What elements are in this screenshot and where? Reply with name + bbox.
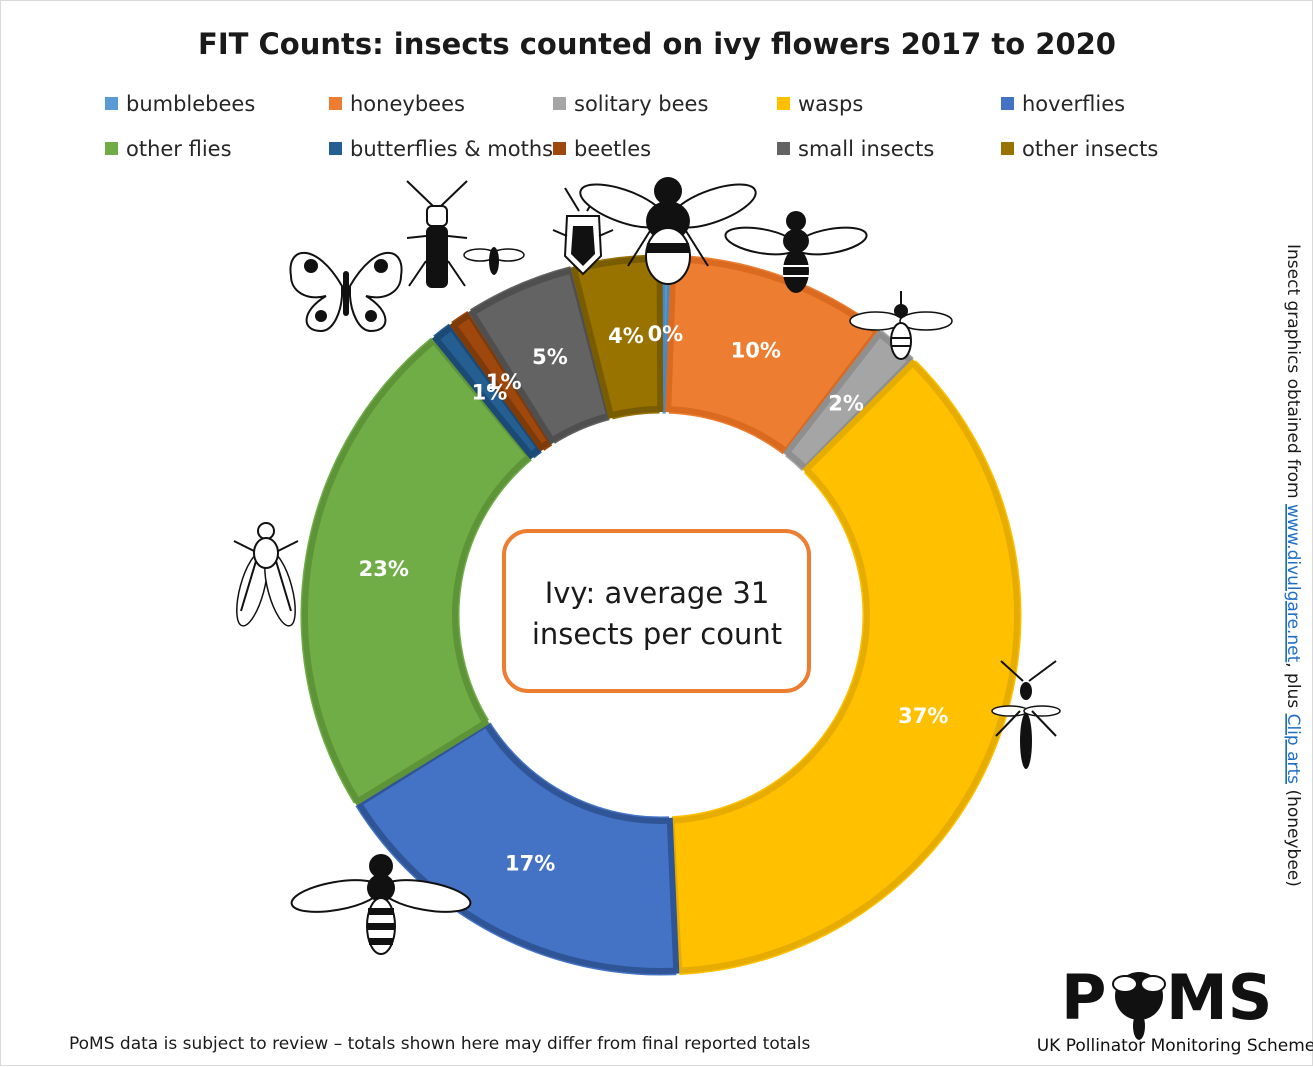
bug-icon xyxy=(552,187,614,276)
data-label: 5% xyxy=(532,345,568,369)
data-label: 17% xyxy=(505,852,555,876)
butterfly-icon xyxy=(289,251,403,333)
donut-slice-edge xyxy=(302,336,534,806)
solitary-bee-icon xyxy=(849,291,953,360)
legend-swatch xyxy=(777,97,790,110)
graphics-credit-middle: , plus xyxy=(1283,662,1303,713)
legend-swatch xyxy=(105,97,118,110)
legend-label: beetles xyxy=(574,137,651,161)
graphics-credit-prefix: Insect graphics obtained from xyxy=(1283,244,1303,504)
legend-label: wasps xyxy=(798,92,863,116)
legend: bumblebees honeybees solitary bees wasps hov… xyxy=(105,92,1158,161)
legend-swatch xyxy=(1001,142,1014,155)
donut-slices xyxy=(297,251,1025,979)
legend-label: hoverflies xyxy=(1022,92,1125,116)
donut-slice[interactable] xyxy=(351,718,680,979)
legend-swatch xyxy=(329,97,342,110)
logo-subtitle: UK Pollinator Monitoring Scheme xyxy=(1037,1036,1313,1056)
data-label: 37% xyxy=(898,704,948,728)
legend-swatch xyxy=(1001,97,1014,110)
honeybee-icon xyxy=(724,211,868,293)
donut-slice[interactable] xyxy=(297,333,537,808)
donut-slice-edge xyxy=(570,255,664,419)
center-callout: Ivy: average 31 insects per count xyxy=(502,529,811,693)
graphics-credit-suffix: (honeybee) xyxy=(1283,784,1303,887)
bumblebee-icon xyxy=(579,177,757,285)
logo-bee-o-icon xyxy=(1112,972,1166,1040)
data-label: 0% xyxy=(648,322,684,346)
small-insect-icon xyxy=(463,247,525,275)
data-label: 1% xyxy=(486,370,522,394)
logo-letters-ms: MS xyxy=(1166,961,1272,1034)
legend-swatch xyxy=(105,142,118,155)
legend-label: small insects xyxy=(798,137,934,161)
data-label: 4% xyxy=(608,324,644,348)
wasp-icon xyxy=(991,660,1061,769)
poms-logo: P MS UK Pollinator Monitoring Scheme xyxy=(1037,961,1313,1056)
graphics-credit: Insect graphics obtained from www.divulg… xyxy=(1283,244,1303,887)
data-label: 23% xyxy=(359,557,409,581)
data-label: 2% xyxy=(828,392,864,416)
legend-label: honeybees xyxy=(350,92,465,116)
legend-swatch xyxy=(777,142,790,155)
center-callout-box xyxy=(502,529,811,693)
legend-swatch xyxy=(329,142,342,155)
donut-slice-edge xyxy=(355,720,680,974)
legend-swatch xyxy=(553,97,566,110)
legend-label: solitary bees xyxy=(574,92,708,116)
data-label: 1% xyxy=(472,380,508,404)
beetle-icon xyxy=(406,180,468,288)
hoverfly-icon xyxy=(290,854,472,955)
center-callout-line1: Ivy: average 31 xyxy=(545,576,770,610)
legend-label: butterflies & moths xyxy=(350,137,553,161)
clip-arts-link[interactable]: Clip arts xyxy=(1283,714,1303,785)
chart-title: FIT Counts: insects counted on ivy flowe… xyxy=(198,27,1116,61)
data-label: 10% xyxy=(731,338,781,362)
center-callout-line2: insects per count xyxy=(532,617,782,651)
legend-swatch xyxy=(553,142,566,155)
footnote: PoMS data is subject to review – totals … xyxy=(69,1034,811,1054)
donut-slice-edge xyxy=(668,359,1020,974)
legend-label: other insects xyxy=(1022,137,1158,161)
legend-label: other flies xyxy=(126,137,232,161)
fly-icon xyxy=(233,522,299,627)
donut-slice[interactable] xyxy=(668,355,1025,979)
divulgare-link[interactable]: www.divulgare.net xyxy=(1283,504,1303,663)
data-labels: 0% 10% 2% 37% 17% 23% 1%1% 5% 4% xyxy=(359,322,949,876)
legend-label: bumblebees xyxy=(126,92,255,116)
logo-letter-p: P xyxy=(1061,961,1106,1034)
